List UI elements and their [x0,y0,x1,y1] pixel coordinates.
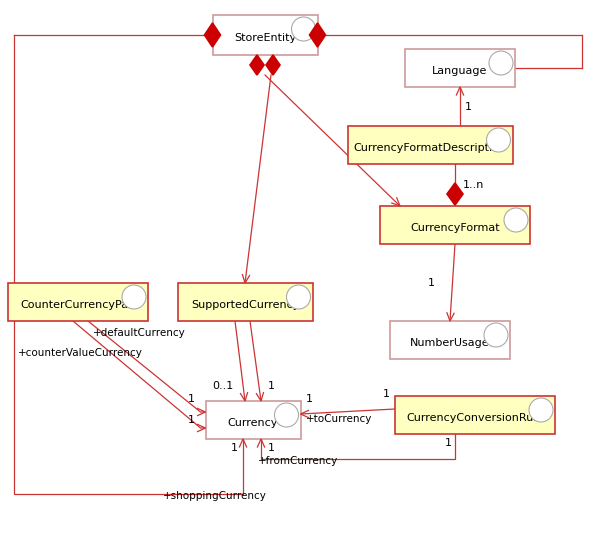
Text: 1: 1 [188,415,194,425]
Bar [213,15,318,55]
Circle shape [122,285,146,309]
Text: StoreEntity: StoreEntity [234,33,296,43]
Bar [380,206,530,244]
Text: 0..1: 0..1 [212,381,234,391]
Text: Language: Language [432,66,488,76]
Bar [395,396,555,434]
Text: CurrencyFormat: CurrencyFormat [410,223,500,233]
Circle shape [529,398,553,422]
Text: 1: 1 [268,381,275,391]
Polygon shape [204,23,221,47]
Text: +shoppingCurrency: +shoppingCurrency [163,491,267,501]
Text: 1: 1 [231,443,238,453]
Text: 1: 1 [445,438,452,448]
Polygon shape [250,55,264,75]
Text: 1: 1 [188,394,194,404]
Text: +toCurrency: +toCurrency [306,414,372,424]
Circle shape [504,208,528,232]
Circle shape [484,323,508,347]
Bar [390,321,510,359]
Bar [178,283,312,321]
Text: 1: 1 [268,443,275,453]
Text: 1: 1 [428,277,435,288]
Text: 1..n: 1..n [463,180,485,190]
Text: CurrencyConversionRule: CurrencyConversionRule [406,413,544,423]
Text: +counterValueCurrency: +counterValueCurrency [18,348,143,358]
Text: NumberUsage: NumberUsage [410,338,490,348]
Circle shape [489,51,513,75]
Text: 1: 1 [306,394,312,404]
Circle shape [275,403,299,427]
Text: CurrencyFormatDescription: CurrencyFormatDescription [353,143,507,153]
Text: 1: 1 [465,102,472,111]
Bar [206,401,300,439]
Circle shape [287,285,311,309]
Text: +defaultCurrency: +defaultCurrency [93,328,186,338]
Circle shape [486,128,511,152]
Polygon shape [309,23,325,47]
Polygon shape [447,183,463,205]
Circle shape [291,17,315,41]
Text: SupportedCurrency: SupportedCurrency [191,300,299,310]
Polygon shape [266,55,280,75]
Text: +fromCurrency: +fromCurrency [258,456,339,466]
Text: Currency: Currency [228,418,278,428]
Text: 1: 1 [383,389,390,399]
Bar [347,126,513,164]
Bar [8,283,148,321]
Bar [405,49,515,87]
Text: CounterCurrencyPair: CounterCurrencyPair [20,300,136,310]
